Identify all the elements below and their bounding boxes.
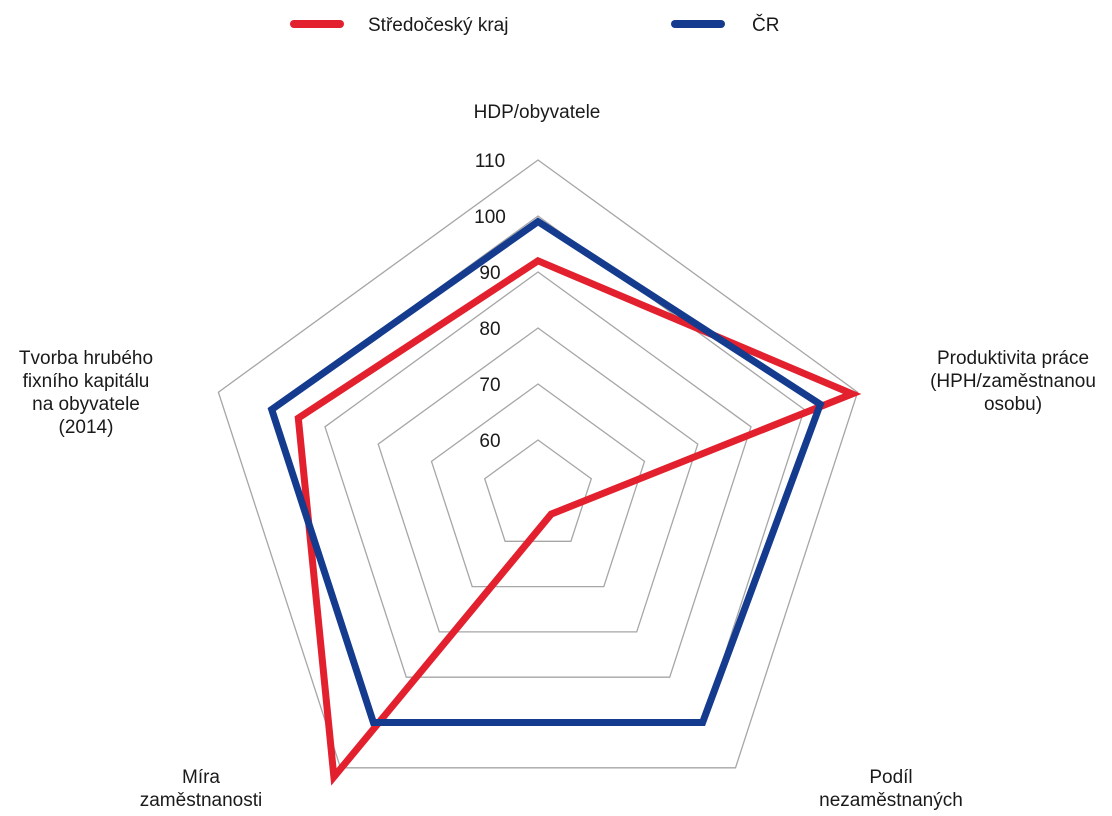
grid-ring-110 [217, 159, 859, 769]
legend-item-2: ČR [671, 14, 779, 36]
series-group [267, 217, 862, 786]
axis-label-3: Podíl nezaměstnaných [819, 767, 963, 811]
legend-item-1: Středočeský kraj [290, 15, 508, 36]
series-line-2 [267, 217, 825, 726]
tick-labels: 60 70 80 90 100 110 [474, 151, 506, 452]
radar-grid [217, 159, 859, 769]
axis-label-1: HDP/obyvatele [474, 102, 601, 123]
axis-label-4: Míra zaměstnanosti [140, 767, 263, 811]
grid-ring-90 [324, 271, 752, 678]
tick-label-70: 70 [479, 375, 500, 396]
tick-label-90: 90 [479, 263, 500, 284]
grid-ring-80 [377, 327, 699, 633]
tick-label-100: 100 [474, 207, 506, 228]
legend-label-2: ČR [752, 14, 779, 36]
legend: Středočeský kraj ČR [290, 14, 779, 36]
legend-label-1: Středočeský kraj [368, 15, 508, 36]
tick-label-80: 80 [479, 319, 500, 340]
axis-label-5: Tvorba hrubého fixního kapitálu na obyvate… [19, 348, 153, 438]
series-line-1 [294, 256, 862, 786]
tick-label-60: 60 [479, 431, 500, 452]
grid-ring-70 [430, 383, 646, 588]
axis-labels: HDP/obyvatele Produktivita práce (HPH/zamě… [19, 102, 1096, 811]
grid-ring-60 [483, 439, 593, 542]
tick-label-110: 110 [475, 151, 505, 172]
axis-label-2: Produktivita práce (HPH/zaměstnanou osobu) [930, 348, 1096, 415]
